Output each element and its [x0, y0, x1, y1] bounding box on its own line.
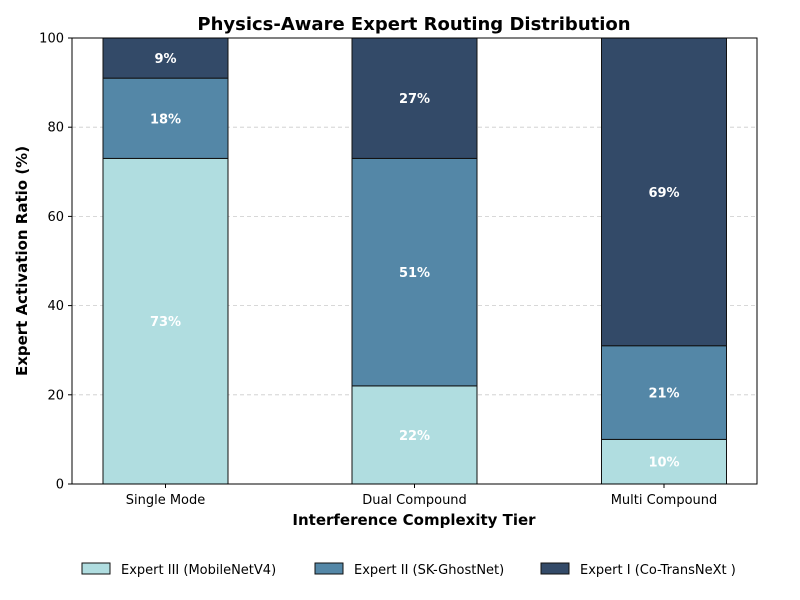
bar-value-label: 51%	[399, 266, 430, 281]
y-tick-label: 100	[39, 32, 64, 47]
y-tick-label: 20	[47, 388, 64, 403]
legend-swatch	[540, 562, 570, 575]
bar-value-label: 10%	[648, 456, 679, 471]
bar-segment	[601, 345, 727, 440]
bar-value-label: 22%	[399, 429, 430, 444]
x-tick-label: Single Mode	[126, 493, 206, 508]
y-tick-label: 60	[47, 210, 64, 225]
legend-label: Expert I (Co-TransNeXt )	[580, 563, 736, 578]
legend-swatch	[81, 562, 111, 575]
y-axis-ticks: 0 20 40 60 80 100	[39, 32, 72, 493]
y-tick-label: 40	[47, 299, 64, 314]
x-axis-label: Interference Complexity Tier	[292, 511, 536, 529]
y-tick-label: 0	[56, 478, 64, 493]
chart-title: Physics-Aware Expert Routing Distributio…	[197, 14, 630, 35]
legend-label: Expert III (MobileNetV4)	[121, 563, 276, 578]
x-tick-label: Multi Compound	[611, 493, 718, 508]
bar-value-label: 9%	[154, 52, 176, 67]
bar-segment	[351, 385, 478, 485]
bar-segment	[601, 37, 727, 347]
x-axis-ticks: Single Mode Dual Compound Multi Compound	[126, 484, 718, 508]
bar-value-label: 18%	[150, 112, 181, 127]
bar-value-label: 69%	[648, 186, 679, 201]
y-tick-label: 80	[47, 121, 64, 136]
bar-value-label: 27%	[399, 92, 430, 107]
x-tick-label: Dual Compound	[362, 493, 467, 508]
y-axis-label: Expert Activation Ratio (%)	[13, 146, 31, 376]
legend: Expert III (MobileNetV4) Expert II (SK-Gh…	[81, 562, 736, 578]
bar-value-label: 21%	[648, 387, 679, 402]
legend-swatch	[314, 562, 344, 575]
bar-segment	[102, 157, 229, 485]
bars: 73% 18% 9% 22% 51% 27% 10% 21% 69%	[102, 37, 727, 485]
bar-segment	[102, 77, 229, 159]
bar-segment	[102, 37, 229, 79]
bar-segment	[601, 438, 727, 485]
bar-segment	[351, 157, 478, 387]
legend-label: Expert II (SK-GhostNet)	[354, 563, 504, 578]
bar-segment	[351, 37, 478, 159]
bar-value-label: 73%	[150, 315, 181, 330]
